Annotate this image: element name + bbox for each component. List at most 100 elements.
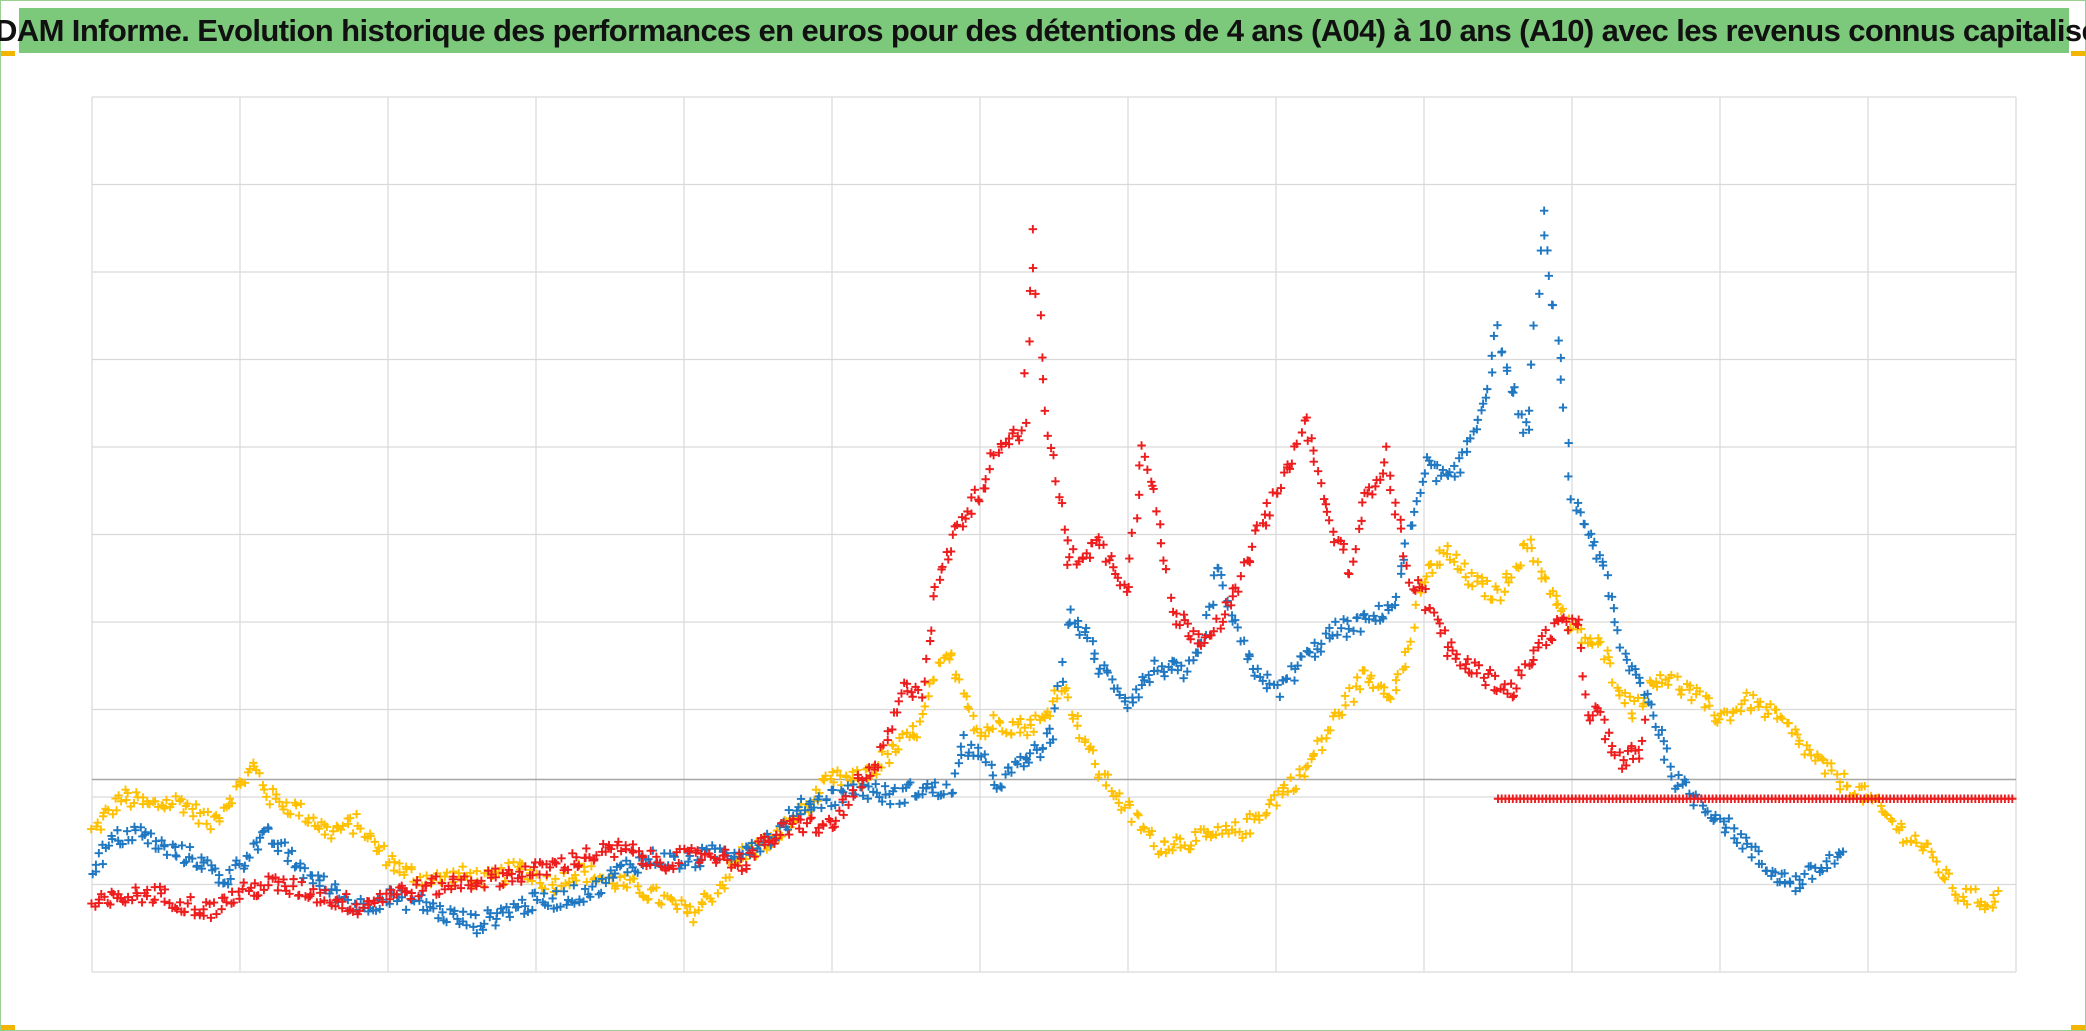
data-point-marker (322, 822, 332, 832)
data-point-marker (1122, 587, 1132, 597)
data-point-marker (967, 740, 976, 750)
data-point-marker (1573, 620, 1583, 630)
data-point-marker (551, 874, 560, 884)
data-point-marker (1357, 516, 1366, 526)
data-point-marker (1432, 461, 1442, 470)
data-point-marker (733, 861, 742, 870)
data-point-marker (422, 898, 431, 907)
data-point-marker (930, 582, 939, 592)
data-point-marker (395, 859, 404, 868)
data-point-marker (1379, 458, 1389, 467)
data-point-marker (478, 925, 488, 934)
data-point-marker (1025, 337, 1034, 346)
data-point-marker (165, 898, 174, 908)
data-point-marker (215, 813, 224, 823)
data-point-marker (1546, 634, 1555, 643)
data-point-marker (1596, 637, 1605, 647)
data-point-marker (1186, 634, 1195, 644)
data-point-marker (1042, 729, 1052, 738)
data-point-marker (1681, 778, 1691, 787)
data-point-marker (1172, 658, 1181, 668)
data-point-marker (1586, 529, 1596, 539)
data-point-marker (1109, 563, 1118, 572)
data-point-marker (873, 763, 883, 772)
data-point-marker (530, 888, 540, 897)
data-point-marker (737, 866, 747, 875)
data-point-marker (1724, 814, 1734, 823)
data-point-marker (1876, 801, 1886, 811)
data-point-marker (1392, 686, 1401, 695)
data-point-marker (918, 693, 927, 702)
data-point-marker (374, 846, 384, 855)
data-point-marker (259, 785, 269, 794)
data-point-marker (197, 864, 206, 873)
data-point-marker (1364, 677, 1373, 687)
data-point-marker (1036, 311, 1046, 320)
data-point-marker (1776, 712, 1785, 721)
data-point-marker (898, 729, 907, 739)
data-point-marker (894, 745, 903, 754)
data-point-marker (1721, 823, 1731, 832)
data-point-marker (162, 850, 172, 860)
data-point-marker (848, 767, 857, 777)
data-point-marker (994, 448, 1004, 457)
data-point-marker (278, 802, 287, 811)
data-point-marker (935, 575, 945, 585)
data-point-marker (1840, 769, 1849, 779)
data-point-marker (1186, 845, 1195, 854)
data-point-marker (1234, 587, 1243, 596)
data-point-marker (343, 895, 353, 905)
data-point-marker (981, 475, 990, 484)
data-point-marker (1485, 665, 1495, 675)
data-point-marker (1820, 769, 1830, 778)
data-point-marker (1971, 884, 1980, 894)
data-point-marker (1245, 809, 1254, 819)
data-point-marker (1615, 643, 1624, 652)
data-point-marker (994, 716, 1004, 726)
data-point-marker (1145, 677, 1154, 687)
data-point-marker (1295, 771, 1304, 780)
data-point-marker (1358, 498, 1367, 507)
data-point-marker (1209, 627, 1218, 636)
data-point-marker (1508, 693, 1517, 702)
data-point-marker (1393, 669, 1402, 679)
data-point-marker (390, 857, 399, 867)
data-point-marker (1422, 572, 1431, 581)
data-point-marker (830, 822, 839, 831)
data-point-marker (520, 902, 530, 911)
data-point-marker (252, 838, 261, 847)
data-point-marker (1368, 490, 1377, 499)
data-point-marker (162, 795, 171, 805)
data-point-marker (366, 831, 375, 841)
data-point-marker (402, 887, 411, 896)
data-point-marker (333, 895, 342, 904)
data-point-marker (342, 889, 351, 899)
data-point-marker (628, 840, 638, 849)
data-point-marker (1540, 231, 1549, 240)
data-point-marker (844, 800, 853, 810)
data-point-marker (427, 878, 436, 888)
data-point-marker (1489, 331, 1499, 341)
data-point-marker (133, 891, 142, 900)
data-point-marker (273, 846, 283, 856)
data-point-marker (1600, 734, 1610, 744)
data-point-marker (274, 877, 283, 887)
data-point-marker (1634, 754, 1644, 763)
data-point-marker (1382, 442, 1391, 451)
data-point-marker (1094, 669, 1103, 678)
data-point-marker (1324, 516, 1334, 525)
data-point-marker (332, 885, 341, 895)
data-point-marker (1103, 770, 1113, 779)
data-point-marker (1400, 539, 1409, 548)
data-point-marker (1951, 890, 1960, 899)
data-point-marker (1023, 730, 1032, 740)
data-point-marker (1172, 609, 1181, 618)
data-point-marker (637, 859, 646, 869)
data-point-marker (1443, 541, 1452, 551)
data-point-marker (872, 788, 882, 797)
data-point-marker (1049, 450, 1058, 460)
data-point-marker (1573, 498, 1583, 508)
data-point-marker (1411, 600, 1420, 609)
data-point-marker (1368, 683, 1378, 693)
data-point-marker (579, 897, 588, 906)
